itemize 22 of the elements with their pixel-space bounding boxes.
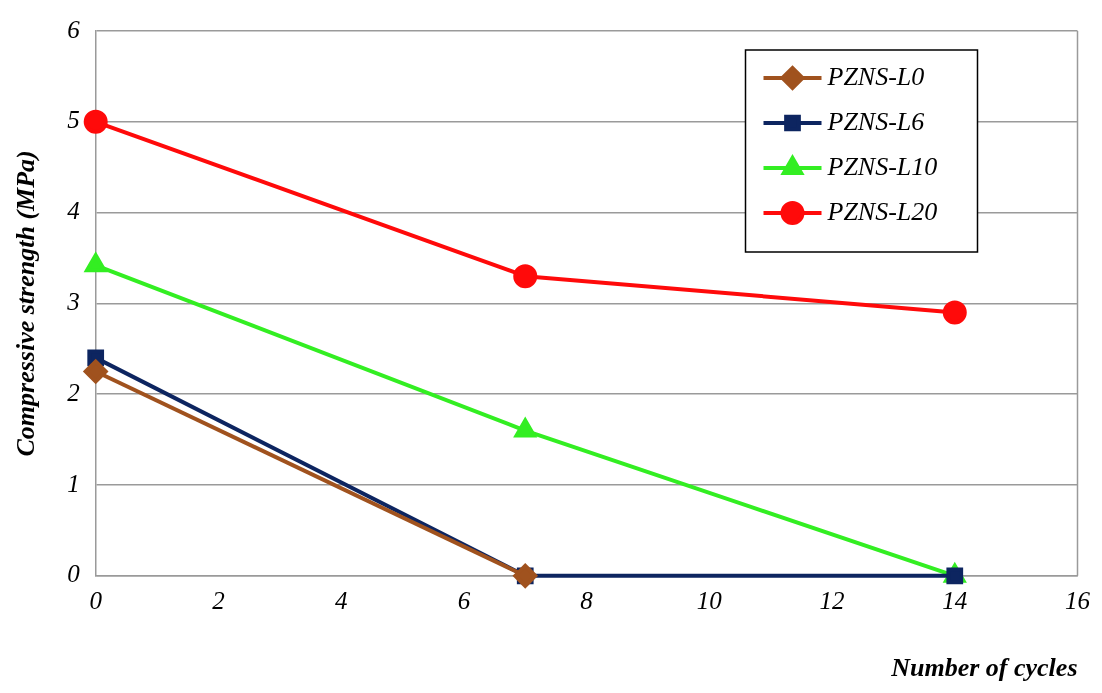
x-tick-label: 4 (334, 587, 348, 615)
x-tick-label: 14 (942, 587, 968, 615)
x-axis-title: Number of cycles (890, 653, 1078, 683)
y-axis-title: Compressive strength (MPa) (11, 150, 41, 457)
x-tick-label: 0 (89, 587, 103, 615)
legend-label: PZNS-L10 (826, 151, 938, 181)
x-tick-label: 16 (1065, 587, 1091, 615)
x-tick-label: 12 (819, 587, 845, 615)
x-tick-label: 6 (457, 587, 471, 615)
y-tick-label: 0 (67, 560, 81, 588)
y-tick-label: 2 (67, 378, 80, 406)
y-tick-label: 1 (67, 469, 80, 497)
legend-label: PZNS-L6 (826, 106, 925, 136)
x-tick-label: 2 (212, 587, 225, 615)
y-tick-label: 5 (67, 106, 80, 134)
y-tick-label: 6 (67, 15, 81, 43)
legend-label: PZNS-L20 (826, 196, 938, 226)
x-tick-label: 10 (696, 587, 723, 615)
y-tick-label: 4 (67, 197, 80, 225)
legend-label: PZNS-L0 (826, 61, 925, 91)
x-tick-label: 8 (580, 587, 594, 615)
y-tick-label: 3 (66, 287, 80, 315)
